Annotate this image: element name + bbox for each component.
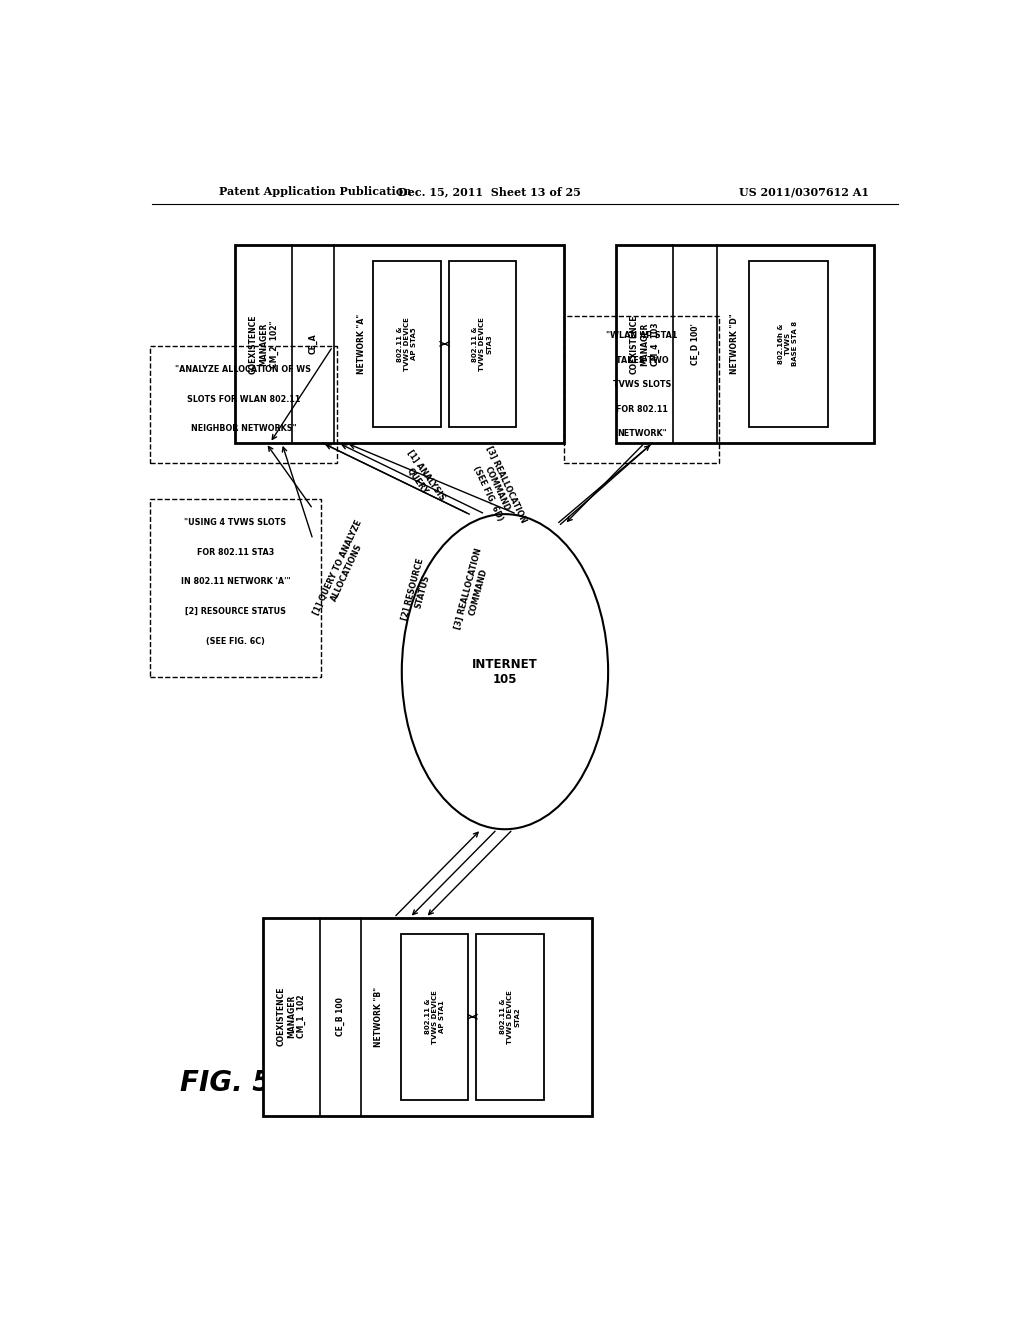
Bar [151, 346, 337, 463]
Text: (SEE FIG. 6C): (SEE FIG. 6C) [206, 636, 265, 645]
Text: CE_D 100': CE_D 100' [690, 323, 699, 364]
Text: SLOTS FOR WLAN 802.11: SLOTS FOR WLAN 802.11 [186, 395, 300, 404]
Text: [3] REALLOCATION
COMMAND
(SEE FIG. 6D): [3] REALLOCATION COMMAND (SEE FIG. 6D) [466, 445, 528, 533]
Text: NETWORK": NETWORK" [617, 429, 667, 438]
Text: 802.16h &
TVWS
BASE STA 8: 802.16h & TVWS BASE STA 8 [778, 321, 799, 367]
Bar [236, 244, 564, 444]
Text: FOR 802.11 STA3: FOR 802.11 STA3 [197, 548, 274, 557]
Text: CE_A: CE_A [308, 334, 317, 354]
Text: "WLAN AP STA1: "WLAN AP STA1 [606, 331, 678, 341]
Text: TVWS SLOTS: TVWS SLOTS [612, 380, 671, 389]
Bar [373, 260, 440, 428]
Text: Patent Application Publication: Patent Application Publication [219, 186, 412, 198]
Text: Dec. 15, 2011  Sheet 13 of 25: Dec. 15, 2011 Sheet 13 of 25 [397, 186, 581, 198]
Bar [564, 315, 719, 463]
Text: CE_B 100: CE_B 100 [336, 998, 345, 1036]
Text: COEXISTENCE
MANAGER
CM_2  102": COEXISTENCE MANAGER CM_2 102" [249, 314, 279, 374]
Bar [151, 499, 321, 677]
Text: [3] REALLOCATION
COMMAND: [3] REALLOCATION COMMAND [453, 548, 494, 634]
Bar [263, 917, 592, 1115]
Text: 802.11 &
TVWS DEVICE
AP STA5: 802.11 & TVWS DEVICE AP STA5 [397, 317, 417, 371]
Text: 802.11 &
TVWS DEVICE
STA3: 802.11 & TVWS DEVICE STA3 [472, 317, 493, 371]
Bar [616, 244, 874, 444]
Text: [2] RESOURCE
STATUS: [2] RESOURCE STATUS [400, 557, 435, 623]
Text: INTERNET
105: INTERNET 105 [472, 657, 538, 685]
Text: COEXISTENCE
MANAGER
CM_4  103: COEXISTENCE MANAGER CM_4 103 [630, 314, 659, 374]
Text: [1] ANALYSIS
QUERY: [1] ANALYSIS QUERY [396, 449, 446, 508]
Text: COEXISTENCE
MANAGER
CM_1  102: COEXISTENCE MANAGER CM_1 102 [276, 987, 306, 1047]
Text: NETWORK "A": NETWORK "A" [356, 314, 366, 374]
Text: "ANALYZE ALLOCATION OF WS: "ANALYZE ALLOCATION OF WS [175, 366, 311, 375]
Bar [749, 260, 828, 428]
Bar [401, 933, 468, 1100]
Text: 802.11 &
TVWS DEVICE
AP STA1: 802.11 & TVWS DEVICE AP STA1 [425, 990, 444, 1044]
Text: TAKES TWO: TAKES TWO [615, 355, 669, 364]
Text: NETWORK "B": NETWORK "B" [375, 986, 383, 1047]
Text: US 2011/0307612 A1: US 2011/0307612 A1 [739, 186, 869, 198]
Text: "USING 4 TVWS SLOTS: "USING 4 TVWS SLOTS [184, 519, 287, 527]
Bar [449, 260, 516, 428]
Text: 802.11 &
TVWS DEVICE
STA2: 802.11 & TVWS DEVICE STA2 [500, 990, 520, 1044]
Text: NEIGHBOR NETWORKS": NEIGHBOR NETWORKS" [190, 424, 296, 433]
Text: FOR 802.11: FOR 802.11 [615, 405, 668, 413]
Text: NETWORK "D": NETWORK "D" [730, 314, 738, 375]
Bar [476, 933, 544, 1100]
Text: [1] QUERY TO ANALYZE
ALLOCATIONS: [1] QUERY TO ANALYZE ALLOCATIONS [311, 519, 373, 622]
Text: IN 802.11 NETWORK 'A'": IN 802.11 NETWORK 'A'" [180, 577, 291, 586]
Text: [2] RESOURCE STATUS: [2] RESOURCE STATUS [185, 607, 286, 616]
Text: FIG. 5B: FIG. 5B [179, 1069, 292, 1097]
